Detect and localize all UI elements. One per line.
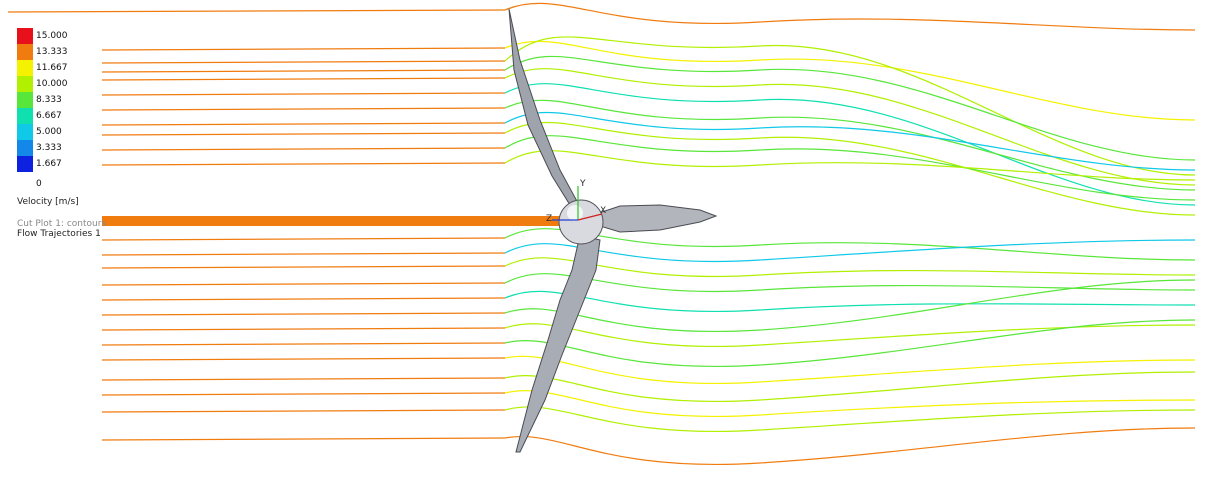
wake-streamline — [504, 427, 1196, 466]
inflow-streamline — [101, 162, 506, 166]
turbine-model — [102, 8, 718, 453]
wake-streamline — [504, 290, 1196, 313]
inflow-streamline — [101, 60, 506, 64]
legend-tick: 10.000 — [36, 79, 68, 89]
inflow-streamline — [101, 132, 506, 136]
inflow-streamline — [101, 122, 506, 126]
legend-row: 15.000 — [17, 28, 127, 44]
legend-row: 3.333 — [17, 140, 127, 156]
legend-row: 6.667 — [17, 108, 127, 124]
legend-row: 13.333 — [17, 44, 127, 60]
legend-row: 8.333 — [17, 92, 127, 108]
inflow-streamline — [101, 437, 506, 441]
turbine-blade-bottom — [515, 234, 601, 453]
legend-tick: 11.667 — [36, 63, 68, 73]
legend-row: 0 — [17, 172, 127, 189]
legend-tick: 8.333 — [36, 95, 62, 105]
legend-swatch — [17, 28, 33, 44]
wake-streamline — [504, 371, 1196, 403]
legend-row: 1.667 — [17, 156, 127, 172]
x-axis-arrow — [577, 213, 603, 221]
legend-tick: 15.000 — [36, 31, 68, 41]
cut-plot-label: Cut Plot 1: contours — [17, 219, 107, 229]
inflow-streamline — [101, 327, 506, 331]
legend-swatch — [17, 140, 33, 156]
wake-streamline — [504, 406, 1196, 433]
turbine-blade-side — [595, 204, 718, 233]
legend-swatch — [17, 44, 33, 60]
inflow-streamline — [101, 69, 506, 73]
legend-swatch — [17, 124, 33, 140]
wake-streamline — [504, 83, 1196, 206]
inflow-streamline — [101, 297, 506, 301]
legend-tick: 5.000 — [36, 127, 62, 137]
wake-streamline — [504, 273, 1196, 293]
inflow-streamline — [101, 312, 506, 316]
turbine-blade-top — [508, 8, 579, 206]
flow-trajectories-label: Flow Trajectories 1 — [17, 229, 101, 239]
inflow-streamline — [101, 392, 506, 396]
inflow-streamline — [7, 9, 506, 13]
inflow-streamline — [101, 107, 506, 111]
legend-swatch — [17, 156, 33, 172]
inflow-streamline — [101, 147, 506, 151]
inflow-streamline — [101, 252, 506, 256]
wake-streamline — [504, 239, 1196, 263]
x-axis-label: X — [600, 206, 607, 216]
legend-tick: 3.333 — [36, 143, 62, 153]
inflow-streamline — [101, 265, 506, 269]
inflow-streamline — [101, 342, 506, 346]
inflow-streamline — [101, 357, 506, 361]
hub-shaft — [102, 216, 582, 226]
wake-streamline — [504, 99, 1196, 191]
inflow-streamline — [101, 409, 506, 413]
legend-row: 5.000 — [17, 124, 127, 140]
legend-swatch — [17, 76, 33, 92]
inflow-streamline — [101, 47, 506, 51]
legend-tick: 6.667 — [36, 111, 62, 121]
legend-swatch — [17, 60, 33, 76]
inflow-streamline — [101, 377, 506, 381]
wake-streamline — [504, 355, 1196, 385]
legend-tick: 0 — [36, 179, 42, 189]
wake-streamline — [504, 111, 1196, 171]
legend-swatch — [17, 92, 33, 108]
hub-highlight — [567, 205, 583, 221]
flow-trajectories — [7, 2, 1196, 466]
legend-row: 11.667 — [17, 60, 127, 76]
wake-streamline — [504, 135, 1196, 201]
wake-streamline — [504, 323, 1196, 348]
wake-streamline — [504, 36, 1196, 176]
wake-streamline — [504, 257, 1196, 278]
wake-streamline — [504, 390, 1196, 418]
wake-streamline — [504, 68, 1196, 186]
inflow-streamline — [101, 237, 506, 241]
legend-row: 10.000 — [17, 76, 127, 92]
legend-tick: 1.667 — [36, 159, 62, 169]
legend-tick: 13.333 — [36, 47, 68, 57]
legend-title: Velocity [m/s] — [17, 197, 79, 207]
y-axis-label: Y — [580, 179, 586, 189]
inflow-streamline — [101, 282, 506, 286]
wake-streamline — [504, 2, 1196, 31]
inflow-streamline — [101, 92, 506, 96]
inflow-streamline — [101, 77, 506, 81]
wake-streamline — [504, 40, 1196, 121]
legend-swatch — [17, 108, 33, 124]
wake-streamline — [504, 55, 1196, 161]
wake-streamline — [504, 228, 1196, 261]
wake-streamline — [504, 121, 1196, 216]
wake-streamline — [504, 150, 1196, 181]
z-axis-label: Z — [546, 214, 553, 224]
turbine-hub — [558, 199, 604, 245]
